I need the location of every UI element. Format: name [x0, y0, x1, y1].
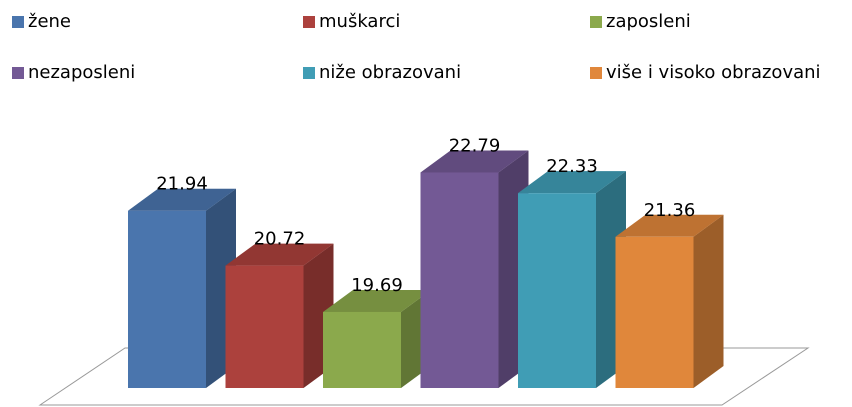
- data-label: 21.36: [644, 200, 696, 221]
- bar-top-shade: [420, 150, 529, 173]
- legend-swatch: [303, 67, 315, 79]
- legend-swatch: [590, 67, 602, 79]
- bar-top-shade: [615, 214, 724, 237]
- legend-swatch: [303, 16, 315, 28]
- legend-label: nezaposleni: [28, 62, 135, 83]
- bar: [518, 193, 596, 388]
- bar-top: [615, 214, 724, 237]
- bar: [420, 172, 499, 388]
- legend-label: zaposleni: [606, 11, 691, 32]
- bar-top: [420, 150, 529, 173]
- bar: [323, 311, 401, 388]
- bar-top-shade: [518, 171, 626, 194]
- bar-top: [225, 243, 334, 266]
- bar-top-shade: [225, 243, 334, 266]
- bar-top: [518, 171, 626, 194]
- bar-top: [323, 289, 431, 312]
- legend-swatch: [12, 67, 24, 79]
- bar-side-shade: [693, 214, 724, 388]
- data-label: 22.79: [449, 135, 501, 156]
- bar-side: [693, 214, 724, 388]
- data-label: 21.94: [156, 174, 208, 195]
- bar: [615, 236, 694, 388]
- bar-top: [128, 188, 236, 211]
- legend-label: muškarci: [319, 11, 400, 32]
- bar: [128, 210, 206, 388]
- legend-swatch: [12, 16, 24, 28]
- data-label: 20.72: [254, 229, 306, 250]
- legend-label: više i visoko obrazovani: [606, 62, 821, 83]
- bar: [225, 265, 304, 388]
- legend-label: niže obrazovani: [319, 62, 461, 83]
- bar-top-shade: [323, 289, 431, 312]
- data-label: 22.33: [546, 156, 598, 177]
- data-label: 19.69: [351, 275, 403, 296]
- legend-swatch: [590, 16, 602, 28]
- bar-top-shade: [128, 188, 236, 211]
- legend-label: žene: [28, 11, 71, 32]
